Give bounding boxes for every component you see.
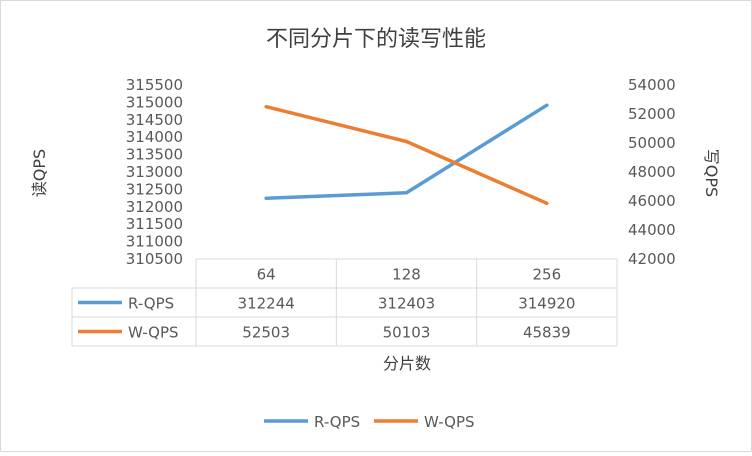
legend-label: R-QPS <box>314 413 360 431</box>
left-tick-label: 314000 <box>126 128 183 146</box>
table-cell: 52503 <box>242 324 290 342</box>
table-cell: 312403 <box>378 295 435 313</box>
plot-lines <box>264 103 549 206</box>
right-tick-label: 48000 <box>628 163 676 181</box>
left-tick-label: 311000 <box>126 233 183 251</box>
series-line-w-qps <box>264 104 549 206</box>
table-header-cell: 128 <box>392 266 421 284</box>
left-tick-label: 312500 <box>126 180 183 198</box>
table-cell: 50103 <box>383 324 431 342</box>
left-tick-label: 315500 <box>126 76 183 94</box>
table-header-cell: 64 <box>257 266 276 284</box>
left-tick-label: 314500 <box>126 111 183 129</box>
legend-label: W-QPS <box>424 413 475 431</box>
legend: R-QPS W-QPS <box>264 413 475 431</box>
series-line-r-qps <box>264 103 549 201</box>
right-tick-label: 52000 <box>628 105 676 123</box>
table-cell: 312244 <box>238 295 295 313</box>
x-axis-title: 分片数 <box>383 354 431 373</box>
table-row-label: W-QPS <box>128 324 179 342</box>
right-tick-label: 42000 <box>628 250 676 268</box>
left-axis-title: 读QPS <box>30 149 49 197</box>
left-tick-label: 310500 <box>126 250 183 268</box>
table-header-cell: 256 <box>533 266 562 284</box>
left-axis-ticks: 3105003110003115003120003125003130003135… <box>126 76 183 268</box>
right-tick-label: 50000 <box>628 134 676 152</box>
data-table: 64 128 256 R-QPS 312244 312403 314920 W-QPS 5250… <box>71 258 618 347</box>
left-tick-label: 312000 <box>126 198 183 216</box>
left-tick-label: 313000 <box>126 163 183 181</box>
left-tick-label: 311500 <box>126 215 183 233</box>
right-axis-ticks: 42000 44000 46000 48000 50000 52000 54000 <box>628 76 676 268</box>
left-tick-label: 313500 <box>126 146 183 164</box>
right-tick-label: 54000 <box>628 76 676 94</box>
table-row-label: R-QPS <box>128 295 174 313</box>
right-axis-title: 写QPS <box>702 149 721 197</box>
left-tick-label: 315000 <box>126 93 183 111</box>
table-cell: 314920 <box>518 295 575 313</box>
chart-title: 不同分片下的读写性能 <box>266 27 486 52</box>
table-cell: 45839 <box>523 324 571 342</box>
right-tick-label: 44000 <box>628 221 676 239</box>
right-tick-label: 46000 <box>628 192 676 210</box>
